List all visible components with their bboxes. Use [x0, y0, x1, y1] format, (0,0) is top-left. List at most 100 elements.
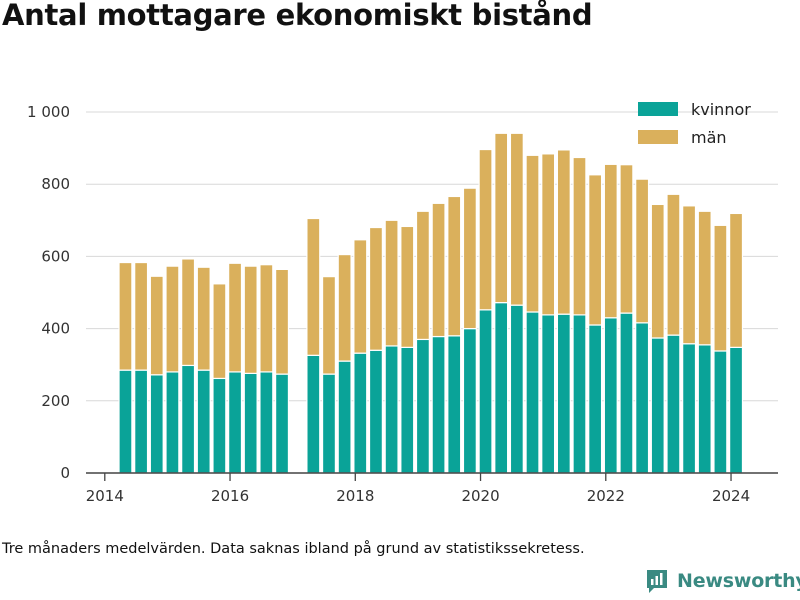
bar-man — [666, 193, 681, 336]
bar-man — [196, 266, 211, 371]
bar-kvinnor — [321, 373, 336, 474]
bar-man — [212, 283, 227, 380]
bar-kvinnor — [494, 302, 509, 474]
bar-man — [368, 226, 383, 351]
legend: kvinnor män — [638, 100, 751, 147]
bar-kvinnor — [368, 349, 383, 474]
bar-kvinnor — [525, 311, 540, 474]
bar-man — [243, 265, 258, 374]
bar-man — [134, 261, 149, 371]
bar-man — [619, 164, 634, 314]
bar-man — [541, 153, 556, 316]
bar-kvinnor — [666, 334, 681, 474]
bar-man — [275, 268, 290, 375]
bar-kvinnor — [603, 317, 618, 474]
bar-kvinnor — [697, 344, 712, 474]
bar-man — [149, 275, 164, 376]
x-tick-label: 2018 — [336, 487, 374, 505]
bar-man — [556, 149, 571, 315]
bar-man — [650, 203, 665, 339]
bar-man — [321, 276, 336, 375]
bar-kvinnor — [259, 371, 274, 474]
bar-man — [682, 205, 697, 345]
y-tick-label: 0 — [60, 464, 70, 482]
bar-man — [415, 210, 430, 341]
footnote: Tre månaders medelvärden. Data saknas ib… — [2, 541, 585, 557]
bar-kvinnor — [415, 338, 430, 474]
x-tick-label: 2024 — [712, 487, 750, 505]
y-tick-label: 800 — [41, 175, 70, 193]
bar-man — [525, 154, 540, 313]
bar-kvinnor — [447, 335, 462, 474]
legend-label: män — [691, 128, 727, 147]
legend-swatch-man — [638, 130, 678, 144]
bar-kvinnor — [556, 313, 571, 474]
y-tick-label: 600 — [41, 247, 70, 265]
bar-man — [588, 174, 603, 326]
bar-man — [228, 262, 243, 373]
bar-kvinnor — [541, 314, 556, 474]
bar-kvinnor — [384, 345, 399, 474]
y-axis-tick-labels: 0 200 400 600 800 1 000 — [27, 103, 70, 482]
bar-kvinnor — [400, 346, 415, 474]
bar-man — [118, 261, 133, 371]
bar-kvinnor — [509, 304, 524, 474]
bar-kvinnor — [353, 352, 368, 474]
bar-man — [400, 225, 415, 348]
bar-kvinnor — [635, 322, 650, 474]
bar-man — [431, 202, 446, 338]
bar-kvinnor — [588, 324, 603, 474]
bar-kvinnor — [134, 369, 149, 474]
bar-kvinnor — [682, 343, 697, 474]
bar-man — [447, 195, 462, 337]
bar-man — [494, 132, 509, 304]
bar-kvinnor — [212, 377, 227, 474]
bar-man — [697, 210, 712, 346]
bar-kvinnor — [228, 371, 243, 474]
x-tick-label: 2014 — [86, 487, 124, 505]
bar-man — [713, 224, 728, 352]
bar-kvinnor — [462, 328, 477, 474]
bar-kvinnor — [165, 371, 180, 474]
bar-man — [729, 212, 744, 348]
bar-kvinnor — [619, 312, 634, 474]
x-tick-label: 2020 — [461, 487, 499, 505]
bar-man — [165, 265, 180, 373]
bar-kvinnor — [181, 364, 196, 474]
bar-man — [509, 132, 524, 306]
bar-man — [306, 217, 321, 356]
bar-kvinnor — [478, 309, 493, 474]
brand-name: Newsworthy — [677, 570, 800, 592]
bar-kvinnor — [149, 374, 164, 474]
bar-kvinnor — [431, 335, 446, 474]
bar-man — [384, 219, 399, 347]
bar-man — [603, 163, 618, 319]
x-tick-label: 2016 — [211, 487, 249, 505]
bar-man — [635, 178, 650, 324]
x-tick-label: 2022 — [587, 487, 625, 505]
bar-man — [462, 187, 477, 330]
bar-kvinnor — [713, 350, 728, 474]
bar-man — [353, 239, 368, 354]
bar-kvinnor — [337, 360, 352, 474]
brand-logo: Newsworthy — [645, 568, 800, 594]
y-tick-label: 400 — [41, 320, 70, 338]
x-axis: 2014 2016 2018 2020 2022 2024 — [86, 472, 778, 505]
bar-kvinnor — [196, 369, 211, 474]
bar-kvinnor — [572, 314, 587, 474]
bar-kvinnor — [650, 337, 665, 474]
y-tick-label: 200 — [41, 392, 70, 410]
bar-kvinnor — [306, 354, 321, 474]
bar-kvinnor — [729, 346, 744, 474]
y-tick-label: 1 000 — [27, 103, 70, 121]
bar-kvinnor — [118, 369, 133, 474]
bar-man — [337, 253, 352, 362]
bars — [118, 132, 744, 474]
legend-swatch-kvinnor — [638, 102, 678, 116]
bar-man — [572, 156, 587, 316]
legend-label: kvinnor — [691, 100, 751, 119]
bar-man — [259, 264, 274, 373]
bar-kvinnor — [275, 373, 290, 474]
chart-title: Antal mottagare ekonomiskt bistånd — [2, 0, 593, 32]
